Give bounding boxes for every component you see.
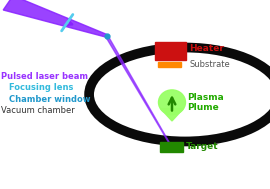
Bar [160,142,183,152]
Text: Vacuum chamber: Vacuum chamber [1,106,75,115]
Text: Target: Target [186,143,219,151]
Text: Heater: Heater [190,44,224,53]
Text: Substrate: Substrate [190,60,230,69]
Text: Pulsed laser beam: Pulsed laser beam [1,72,88,81]
Bar [158,62,181,67]
Bar [155,42,186,60]
Polygon shape [3,0,107,37]
Text: Plasma
Plume: Plasma Plume [187,93,224,112]
Polygon shape [105,36,172,147]
Ellipse shape [158,90,185,115]
Polygon shape [161,109,183,121]
Text: Focusing lens: Focusing lens [9,83,74,92]
Text: Chamber window: Chamber window [9,95,91,104]
